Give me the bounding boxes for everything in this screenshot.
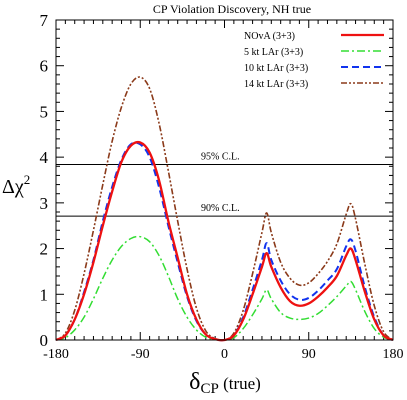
y-tick-label: 4 xyxy=(40,148,49,167)
series-line-1 xyxy=(55,235,394,341)
x-axis-label-main: δ xyxy=(189,369,200,395)
x-axis-label: δCP (true) xyxy=(189,369,261,397)
y-axis-label-main: Δχ xyxy=(2,176,24,198)
y-tick-labels: 0 1 2 3 4 5 6 7 xyxy=(40,11,49,350)
y-axis-label-sup: 2 xyxy=(24,172,31,187)
x-axis-label-sub: CP xyxy=(200,381,218,397)
reference-line-label: 95% C.L. xyxy=(201,151,240,162)
x-tick-labels: -180 -90 0 90 180 xyxy=(43,347,403,362)
chart-title: CP Violation Discovery, NH true xyxy=(153,2,311,16)
y-tick-label: 2 xyxy=(40,240,49,259)
y-tick-label: 5 xyxy=(40,102,49,121)
y-tick-label: 7 xyxy=(40,11,49,30)
y-tick-label: 0 xyxy=(40,331,49,350)
x-tick-label: -180 xyxy=(43,347,69,362)
legend-label: 5 kt LAr (3+3) xyxy=(244,47,303,58)
x-tick-label: -90 xyxy=(131,347,150,362)
series-line-3 xyxy=(55,76,394,342)
x-tick-label: 0 xyxy=(221,347,228,362)
legend-label: NOvA (3+3) xyxy=(244,31,295,42)
y-tick-label: 3 xyxy=(40,194,49,213)
legend-label: 14 kt LAr (3+3) xyxy=(244,79,308,90)
series-line-2 xyxy=(55,141,394,342)
y-tick-label: 6 xyxy=(40,57,49,76)
series-line-0 xyxy=(55,140,394,342)
x-tick-label: 90 xyxy=(302,347,316,362)
legend-label: 10 kt LAr (3+3) xyxy=(244,63,308,74)
series-layer xyxy=(55,76,394,342)
y-tick-label: 1 xyxy=(40,285,49,304)
legend: NOvA (3+3) 5 kt LAr (3+3) 10 kt LAr (3+3) 1… xyxy=(244,31,384,90)
reference-line-label: 90% C.L. xyxy=(201,203,240,214)
plot-frame xyxy=(55,19,394,341)
y-axis-label: Δχ2 xyxy=(2,172,30,198)
x-axis-label-suffix: (true) xyxy=(219,374,261,393)
x-tick-label: 180 xyxy=(383,347,404,362)
reference-lines: 95% C.L. 90% C.L. xyxy=(56,151,393,217)
